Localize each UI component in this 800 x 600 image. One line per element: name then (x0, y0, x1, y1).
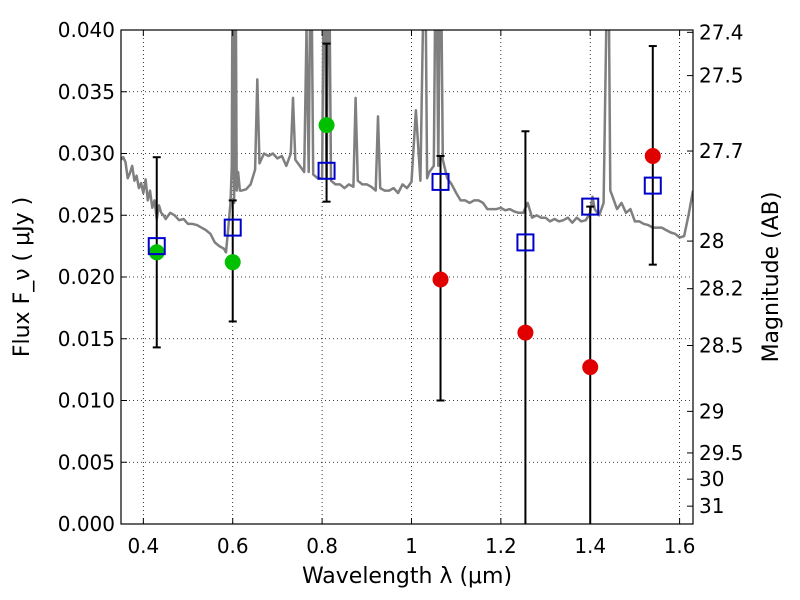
right-tick-label: 30 (699, 467, 724, 491)
detection-point (318, 117, 335, 134)
spectrum-line (121, 30, 693, 254)
x-axis-label: Wavelength λ (μm) (302, 564, 512, 589)
detection-point (224, 254, 241, 271)
detection-point (148, 244, 165, 261)
x-tick-label: 0.6 (217, 534, 249, 558)
right-tick-label: 29.5 (699, 441, 744, 465)
right-tick-label: 27.4 (699, 20, 744, 44)
right-tick-label: 28.2 (699, 277, 744, 301)
model-photometry-square (581, 197, 600, 216)
y-tick-label: 0.010 (58, 389, 115, 413)
y-tick-label: 0.020 (58, 265, 115, 289)
right-tick-label: 27.7 (699, 139, 744, 163)
x-tick-label: 1.6 (664, 534, 696, 558)
y-tick-label: 0.035 (58, 80, 115, 104)
right-tick-label: 28.5 (699, 333, 744, 357)
y-tick-label: 0.005 (58, 450, 115, 474)
model-photometry-square (643, 176, 662, 195)
axis-ticks: 0.4 0.6 0.8 1 1.2 1.4 1.6 0.000 0.005 0.010 0.015 0… (58, 18, 744, 558)
model-photometry-square (516, 233, 535, 252)
right-tick-label: 31 (699, 494, 724, 518)
model-photometry-square (223, 218, 242, 237)
y-tick-label: 0.030 (58, 142, 115, 166)
y-tick-label: 0.015 (58, 327, 115, 351)
model-photometry-square (317, 161, 336, 180)
x-tick-label: 1.2 (485, 534, 517, 558)
right-tick-label: 28 (699, 229, 724, 253)
x-tick-label: 0.4 (127, 534, 159, 558)
plot-area (121, 30, 693, 524)
nondetection-point (432, 271, 449, 288)
x-tick-label: 1.4 (574, 534, 606, 558)
x-tick-label: 1 (405, 534, 418, 558)
right-axis-label: Magnitude (AB) (759, 192, 784, 363)
model-photometry-square (147, 237, 166, 256)
nondetection-point (517, 324, 534, 341)
y-tick-label: 0.000 (58, 512, 115, 536)
right-tick-label: 29 (699, 399, 724, 423)
right-tick-label: 27.5 (699, 64, 744, 88)
y-axis-label: Flux F_ν ( μJy ) (10, 197, 35, 357)
nondetection-point (582, 359, 599, 376)
y-tick-label: 0.040 (58, 18, 115, 42)
x-tick-label: 0.8 (306, 534, 338, 558)
model-photometry-square (431, 172, 450, 191)
nondetection-point (644, 147, 661, 164)
y-tick-label: 0.025 (58, 203, 115, 227)
